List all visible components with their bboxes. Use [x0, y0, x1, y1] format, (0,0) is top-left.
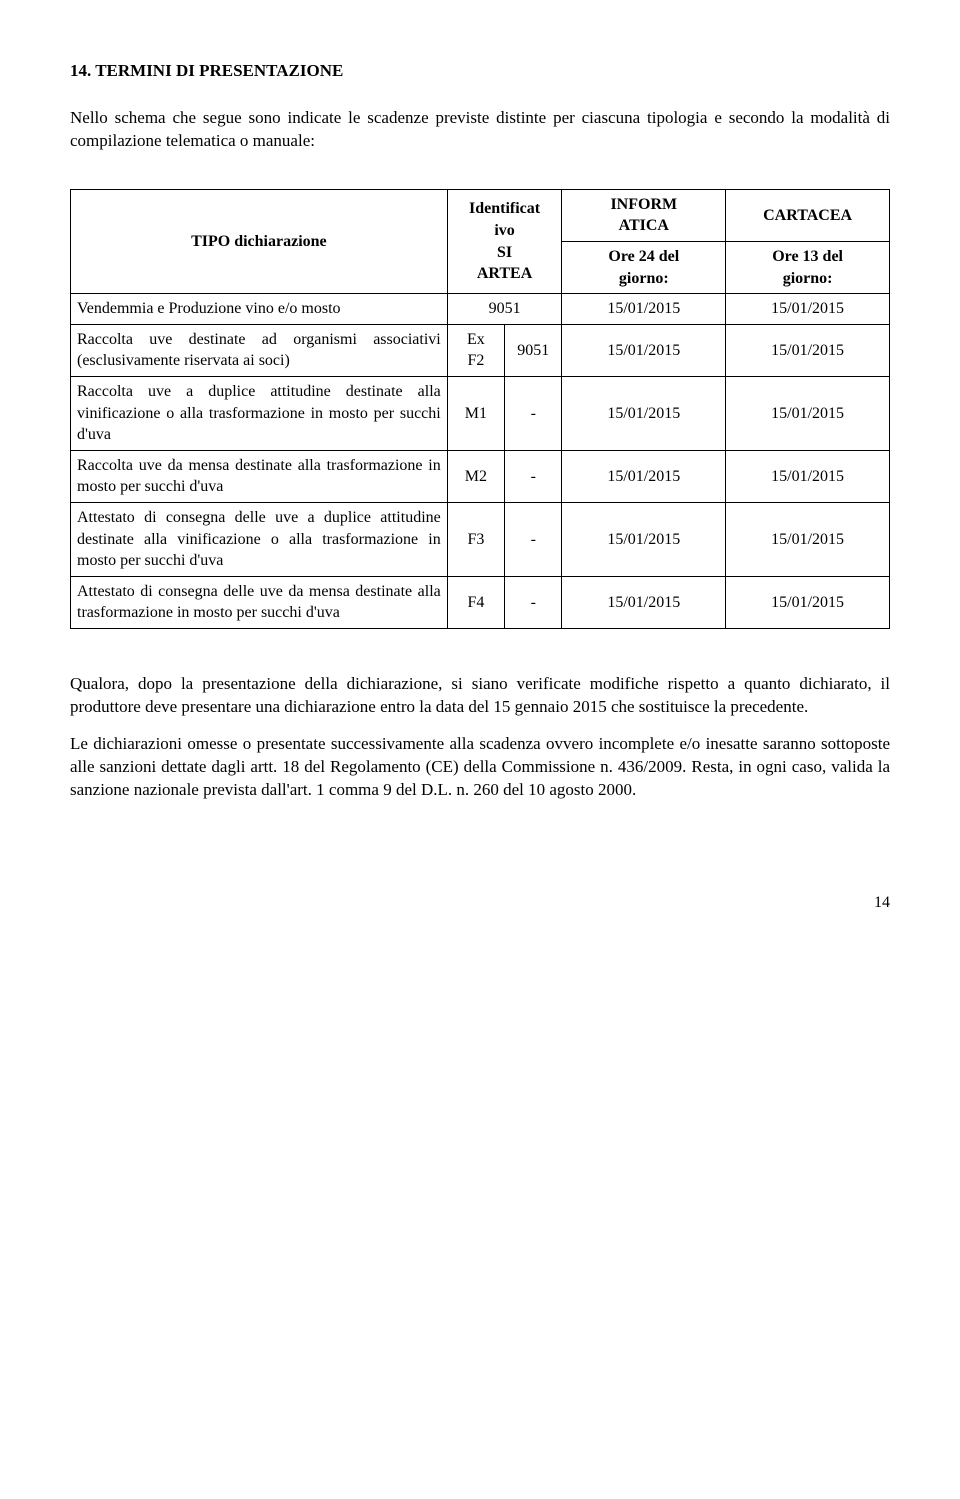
table-row: Attestato di consegna delle uve a duplic…	[71, 502, 890, 576]
table-row: Raccolta uve destinate ad organismi asso…	[71, 324, 890, 376]
cell-desc: Raccolta uve destinate ad organismi asso…	[71, 324, 448, 376]
cell-dash: -	[505, 376, 562, 450]
cell-cart: 15/01/2015	[726, 376, 890, 450]
header-ident: Identificat ivo SI ARTEA	[447, 189, 562, 293]
cell-inform: 15/01/2015	[562, 376, 726, 450]
header-cart-sub: Ore 13 del giorno:	[726, 242, 890, 294]
cell-ident: F3	[447, 502, 504, 576]
section-heading: 14. TERMINI DI PRESENTAZIONE	[70, 60, 890, 83]
cell-desc: Attestato di consegna delle uve da mensa…	[71, 576, 448, 628]
cell-desc: Attestato di consegna delle uve a duplic…	[71, 502, 448, 576]
cell-desc: Raccolta uve a duplice attitudine destin…	[71, 376, 448, 450]
table-row: Raccolta uve a duplice attitudine destin…	[71, 376, 890, 450]
intro-paragraph: Nello schema che segue sono indicate le …	[70, 107, 890, 153]
cell-cart: 15/01/2015	[726, 324, 890, 376]
cell-dash: -	[505, 450, 562, 502]
cell-cart: 15/01/2015	[726, 294, 890, 325]
cell-ident: F4	[447, 576, 504, 628]
table-header-row-1: TIPO dichiarazione Identificat ivo SI AR…	[71, 189, 890, 241]
cell-desc: Raccolta uve da mensa destinate alla tra…	[71, 450, 448, 502]
body-paragraph-2: Le dichiarazioni omesse o presentate suc…	[70, 733, 890, 802]
header-inform-sub: Ore 24 del giorno:	[562, 242, 726, 294]
header-inform: INFORM ATICA	[562, 189, 726, 241]
cell-ident: Ex F2	[447, 324, 504, 376]
table-row: Attestato di consegna delle uve da mensa…	[71, 576, 890, 628]
cell-inform: 15/01/2015	[562, 450, 726, 502]
cell-cart: 15/01/2015	[726, 502, 890, 576]
header-cart: CARTACEA	[726, 189, 890, 241]
cell-inform: 15/01/2015	[562, 324, 726, 376]
body-paragraph-1: Qualora, dopo la presentazione della dic…	[70, 673, 890, 719]
cell-desc: Vendemmia e Produzione vino e/o mosto	[71, 294, 448, 325]
cell-ident2: 9051	[505, 324, 562, 376]
cell-ident: M1	[447, 376, 504, 450]
cell-dash: -	[505, 502, 562, 576]
cell-ident: M2	[447, 450, 504, 502]
page-number: 14	[70, 892, 890, 914]
cell-cart: 15/01/2015	[726, 576, 890, 628]
cell-cart: 15/01/2015	[726, 450, 890, 502]
cell-ident: 9051	[447, 294, 562, 325]
table-row: Raccolta uve da mensa destinate alla tra…	[71, 450, 890, 502]
deadlines-table: TIPO dichiarazione Identificat ivo SI AR…	[70, 189, 890, 629]
cell-inform: 15/01/2015	[562, 576, 726, 628]
header-tipo: TIPO dichiarazione	[71, 189, 448, 293]
cell-dash: -	[505, 576, 562, 628]
cell-inform: 15/01/2015	[562, 502, 726, 576]
table-row: Vendemmia e Produzione vino e/o mosto 90…	[71, 294, 890, 325]
cell-inform: 15/01/2015	[562, 294, 726, 325]
